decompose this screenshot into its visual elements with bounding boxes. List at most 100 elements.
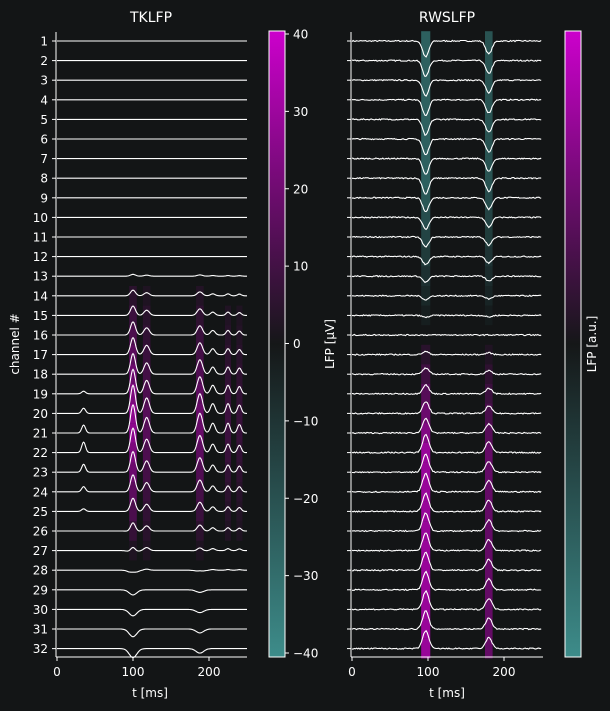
rwslfp-heat-cell — [485, 403, 493, 424]
tklfp-heat-cell — [129, 403, 137, 424]
rwslfp-heat-cell — [485, 344, 493, 365]
rwslfp-heat-cell — [421, 423, 431, 443]
tklfp-colorbar: 40 30 20 10 0 −10 −20 −30 −40 LFP [μV] — [268, 28, 337, 661]
tklfp-y-tick-label: 21 — [33, 427, 48, 441]
tklfp-heat-cell — [129, 325, 137, 345]
rwslfp-trace-ch-28 — [352, 551, 542, 572]
rwslfp-trace-ch-7 — [351, 157, 542, 175]
rwslfp-trace-ch-15 — [351, 314, 542, 319]
rwslfp-trace-ch-25 — [351, 492, 542, 513]
tklfp-heat-cell — [196, 521, 204, 541]
rwslfp-heat-cell — [485, 619, 493, 639]
rwslfp-colorbar: LFP [a.u.] — [564, 30, 599, 658]
rwslfp-heat-cell — [421, 521, 431, 541]
tklfp-trace-ch-23 — [57, 450, 247, 473]
tklfp-x-tick-label: 0 — [53, 665, 61, 679]
rwslfp-heat-cell — [485, 70, 493, 90]
tklfp-y-tick-label: 9 — [40, 191, 48, 205]
rwslfp-trace-ch-8 — [352, 176, 542, 195]
tklfp-y-tick-label: 12 — [33, 250, 48, 264]
rwslfp-heat-cell — [485, 207, 493, 228]
rwslfp-heat-cell — [421, 482, 431, 502]
rwslfp-heat-cell — [485, 31, 493, 51]
rwslfp-heat-cell — [485, 560, 493, 580]
tklfp-heat-cell — [224, 384, 232, 404]
rwslfp-heat-cell — [485, 599, 493, 620]
tklfp-heat-cell — [224, 442, 232, 463]
tklfp-y-tick-label: 20 — [33, 407, 48, 421]
tklfp-trace-ch-16 — [57, 321, 247, 336]
tklfp-heat-cell — [224, 482, 232, 502]
tklfp-y-tick-label: 13 — [33, 270, 48, 284]
rwslfp-heat-cell — [421, 70, 431, 90]
rwslfp-heat-cell — [421, 364, 431, 384]
tklfp-heat-cell — [196, 501, 204, 522]
tklfp-heat-cell — [236, 482, 243, 502]
tklfp-trace-ch-28 — [57, 568, 247, 573]
tklfp-trace-ch-20 — [57, 384, 247, 414]
rwslfp-trace-ch-4 — [352, 98, 542, 117]
tklfp-heat-cell — [196, 344, 204, 365]
tklfp-trace-ch-24 — [57, 474, 247, 493]
tklfp-trace-ch-29 — [57, 589, 247, 596]
tklfp-heat-cell — [129, 521, 137, 541]
rwslfp-heat-cell — [485, 246, 493, 267]
tklfp-heat-cell — [142, 482, 151, 502]
tklfp-heat-cell — [236, 384, 243, 404]
tklfp-heat-cell — [129, 442, 137, 463]
tklfp-heat-cell — [236, 344, 243, 365]
tklfp-heat-cell — [142, 501, 151, 522]
tklfp-y-tick-label: 1 — [40, 35, 48, 49]
tklfp-y-tick-label: 23 — [33, 466, 48, 480]
rwslfp-heat-cell — [421, 580, 431, 600]
tklfp-trace-ch-14 — [57, 289, 247, 297]
rwslfp-heat-cell — [485, 266, 493, 286]
rwslfp-traces — [351, 39, 542, 650]
rwslfp-trace-ch-16 — [351, 333, 542, 337]
tklfp-y-tick-label: 17 — [33, 348, 48, 362]
tklfp-trace-ch-13 — [57, 273, 247, 277]
tklfp-trace-ch-15 — [57, 305, 247, 316]
rwslfp-heat-cell — [485, 423, 493, 443]
rwslfp-heat-cell — [485, 227, 493, 247]
tklfp-colorbar-ticks: 40 30 20 10 0 −10 −20 −30 −40 — [285, 28, 318, 661]
rwslfp-trace-ch-30 — [351, 589, 542, 611]
rwslfp-heat-cell — [485, 305, 493, 326]
rwslfp-heat-cell — [421, 148, 431, 169]
rwslfp-trace-ch-29 — [352, 570, 542, 592]
tklfp-trace-ch-17 — [57, 336, 247, 356]
rwslfp-channel-ticks — [347, 40, 351, 650]
tklfp-y-tick-label: 18 — [33, 368, 48, 382]
tklfp-x-ticks: 0 100 200 — [53, 657, 220, 679]
rwslfp-heat-cell — [421, 344, 431, 365]
rwslfp-heatmap — [421, 31, 493, 659]
rwslfp-heat-cell — [421, 227, 431, 247]
tklfp-heat-cell — [196, 540, 204, 561]
rwslfp-trace-ch-24 — [351, 472, 542, 494]
rwslfp-heat-cell — [485, 638, 493, 659]
rwslfp-trace-ch-11 — [351, 235, 542, 248]
rwslfp-heat-cell — [421, 305, 431, 326]
tklfp-trace-ch-21 — [57, 403, 247, 434]
tklfp-x-tick-label: 100 — [122, 665, 145, 679]
tklfp-title: TKLFP — [129, 10, 172, 26]
tklfp-heat-cell — [142, 305, 151, 326]
tklfp-trace-ch-19 — [57, 368, 247, 395]
rwslfp-heat-cell — [485, 286, 493, 306]
rwslfp-panel: RWSLFP 0 100 200 t [ms] — [347, 10, 543, 700]
tklfp-heat-cell — [236, 442, 243, 463]
rwslfp-heat-cell — [421, 540, 431, 561]
rwslfp-trace-ch-20 — [351, 401, 542, 415]
rwslfp-heat-cell — [485, 580, 493, 600]
rwslfp-x-tick-label: 100 — [417, 665, 440, 679]
tklfp-heat-cell — [224, 325, 232, 345]
tklfp-y-tick-label: 29 — [33, 583, 48, 597]
tklfp-heat-cell — [224, 344, 232, 365]
rwslfp-trace-ch-23 — [352, 453, 542, 474]
rwslfp-trace-ch-17 — [351, 350, 542, 356]
tklfp-colorbar-tick-label: −40 — [293, 647, 318, 661]
tklfp-y-tick-label: 15 — [33, 309, 48, 323]
rwslfp-x-tick-label: 200 — [493, 665, 516, 679]
tklfp-y-tick-label: 32 — [33, 642, 48, 656]
tklfp-heat-cell — [224, 462, 232, 482]
